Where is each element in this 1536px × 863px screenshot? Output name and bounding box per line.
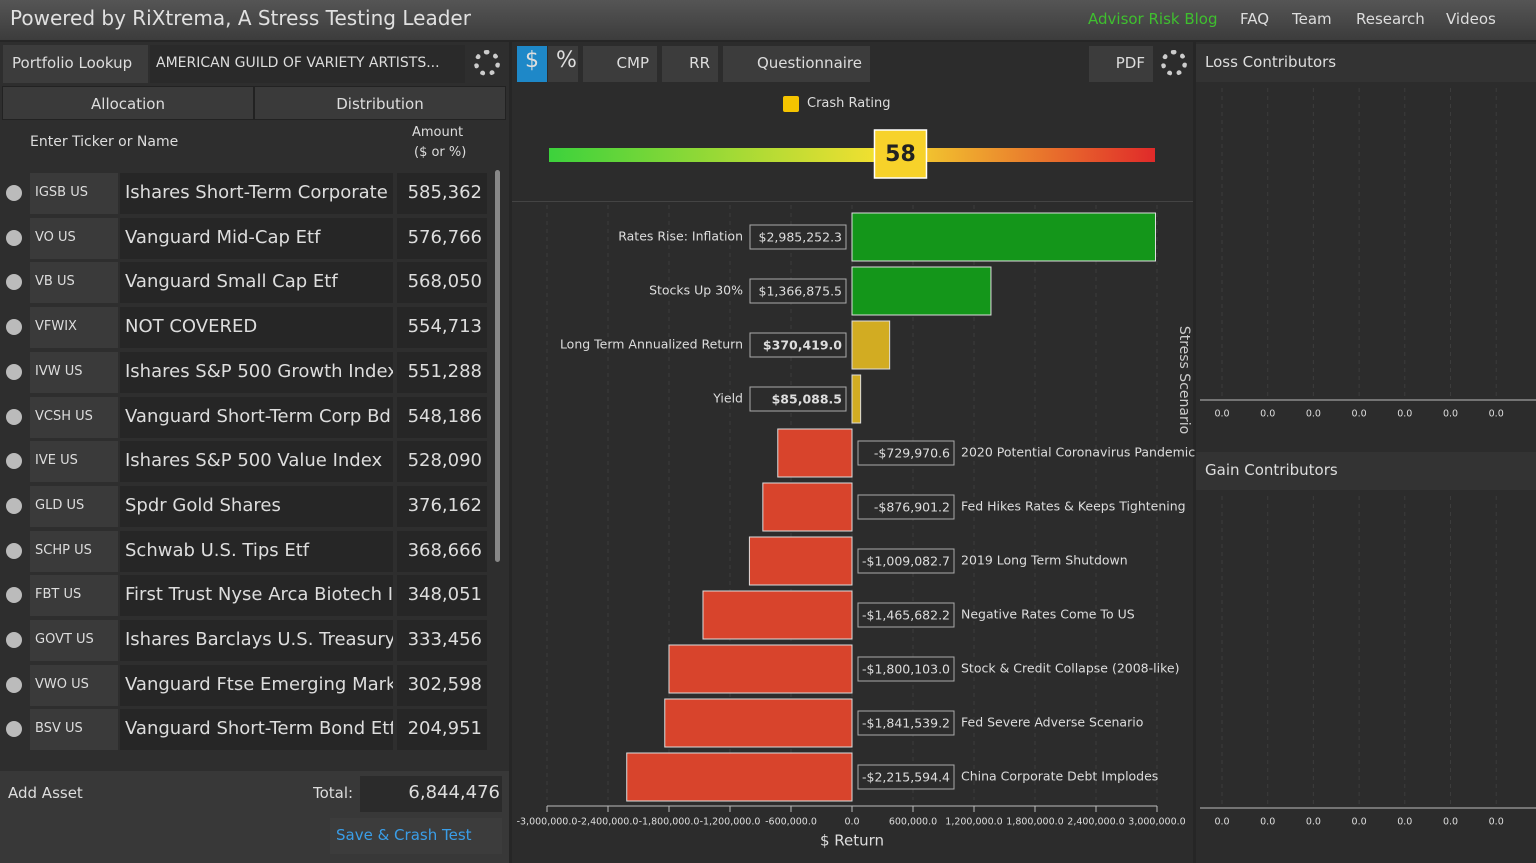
amount-cell: 333,456: [397, 620, 487, 661]
portfolio-select[interactable]: AMERICAN GUILD OF VARIETY ARTISTS...: [150, 45, 465, 83]
name-cell: Vanguard Mid-Cap Etf: [120, 217, 393, 259]
name-cell: Ishares S&P 500 Value Index: [120, 441, 393, 483]
header-bar: [0, 0, 1536, 40]
ticker-cell: VO US: [30, 217, 118, 259]
name-cell: Spdr Gold Shares: [120, 485, 393, 527]
name-cell: Vanguard Short-Term Bond Etf: [120, 709, 393, 751]
amount-cell: 528,090: [397, 441, 487, 483]
total-label: Total:: [313, 784, 354, 802]
amount-cell: 204,951: [397, 709, 487, 751]
save-button[interactable]: Save & Crash Test: [330, 818, 502, 854]
ticker-cell: GLD US: [30, 485, 118, 527]
amount-cell: 302,598: [397, 664, 487, 706]
remove-button[interactable]: [6, 408, 22, 425]
name-cell: Ishares S&P 500 Growth Index: [120, 351, 393, 393]
nav-link[interactable]: Research: [1356, 10, 1425, 28]
app-title: Powered by RiXtrema, A Stress Testing Le…: [10, 6, 471, 30]
amount-cell: 368,666: [397, 530, 487, 572]
ticker-cell: FBT US: [30, 575, 118, 617]
toolbar-button[interactable]: $: [517, 46, 547, 82]
ticker-cell: GOVT US: [30, 620, 118, 661]
remove-button[interactable]: [6, 587, 22, 604]
ticker-cell: VFWIX: [30, 307, 118, 349]
remove-button[interactable]: [6, 721, 22, 738]
separator: [512, 201, 1193, 202]
amount-cell: 548,186: [397, 396, 487, 438]
ticker-cell: IGSB US: [30, 173, 118, 214]
remove-button[interactable]: [6, 676, 22, 693]
ticker-cell: BSV US: [30, 709, 118, 751]
ticker-cell: SCHP US: [30, 530, 118, 572]
settings-icon[interactable]: [1161, 50, 1187, 76]
panel-header: Loss Contributors: [1196, 44, 1536, 82]
name-cell: Ishares Short-Term Corporate: [120, 173, 393, 214]
name-cell: NOT COVERED: [120, 307, 393, 349]
remove-button[interactable]: [6, 363, 22, 380]
panel-header: Gain Contributors: [1196, 452, 1536, 490]
toolbar-button[interactable]: CMP: [583, 46, 657, 82]
amount-cell: 554,713: [397, 307, 487, 349]
name-cell: Vanguard Ftse Emerging Marke: [120, 664, 393, 706]
toolbar-button[interactable]: Questionnaire: [723, 46, 870, 82]
toolbar-button[interactable]: RR: [662, 46, 718, 82]
amount-header: Amount: [412, 125, 464, 140]
remove-button[interactable]: [6, 185, 22, 201]
ticker-cell: IVW US: [30, 351, 118, 393]
remove-button[interactable]: [6, 542, 22, 559]
name-cell: Schwab U.S. Tips Etf: [120, 530, 393, 572]
amount-cell: 585,362: [397, 173, 487, 214]
tab[interactable]: Allocation: [2, 86, 254, 120]
nav-link[interactable]: Advisor Risk Blog: [1088, 10, 1218, 28]
total-value: 6,844,476: [360, 776, 502, 812]
nav-link[interactable]: Videos: [1446, 10, 1496, 28]
lookup-button[interactable]: Portfolio Lookup: [3, 45, 148, 83]
name-cell: Vanguard Small Cap Etf: [120, 262, 393, 304]
remove-button[interactable]: [6, 229, 22, 246]
nav-link[interactable]: Team: [1292, 10, 1332, 28]
middle-panel: [512, 42, 1193, 863]
nav-link[interactable]: FAQ: [1240, 10, 1270, 28]
remove-button[interactable]: [6, 453, 22, 470]
rating-label: Crash Rating: [807, 96, 891, 111]
settings-icon[interactable]: [474, 50, 500, 76]
toolbar-button[interactable]: %: [548, 46, 578, 82]
name-cell: Ishares Barclays U.S. Treasury: [120, 620, 393, 661]
name-cell: Vanguard Short-Term Corp Bd: [120, 396, 393, 438]
tab[interactable]: Distribution: [254, 86, 506, 120]
add-asset[interactable]: Add Asset: [8, 784, 83, 802]
remove-button[interactable]: [6, 319, 22, 336]
amount-cell: 348,051: [397, 575, 487, 617]
ticker-cell: VCSH US: [30, 396, 118, 438]
remove-button[interactable]: [6, 274, 22, 291]
remove-button[interactable]: [6, 632, 22, 648]
ticker-header: Enter Ticker or Name: [30, 134, 179, 150]
remove-button[interactable]: [6, 497, 22, 514]
ticker-cell: IVE US: [30, 441, 118, 483]
toolbar-button[interactable]: PDF: [1089, 46, 1153, 82]
ticker-cell: VB US: [30, 262, 118, 304]
scrollbar: [495, 170, 500, 562]
amount-cell: 376,162: [397, 485, 487, 527]
rating-swatch: [783, 96, 799, 112]
ticker-cell: VWO US: [30, 664, 118, 706]
amount-cell: 576,766: [397, 217, 487, 259]
amount-cell: 568,050: [397, 262, 487, 304]
amount-cell: 551,288: [397, 351, 487, 393]
amount-unit: ($ or %): [414, 145, 467, 160]
name-cell: First Trust Nyse Arca Biotech Ir: [120, 575, 393, 617]
